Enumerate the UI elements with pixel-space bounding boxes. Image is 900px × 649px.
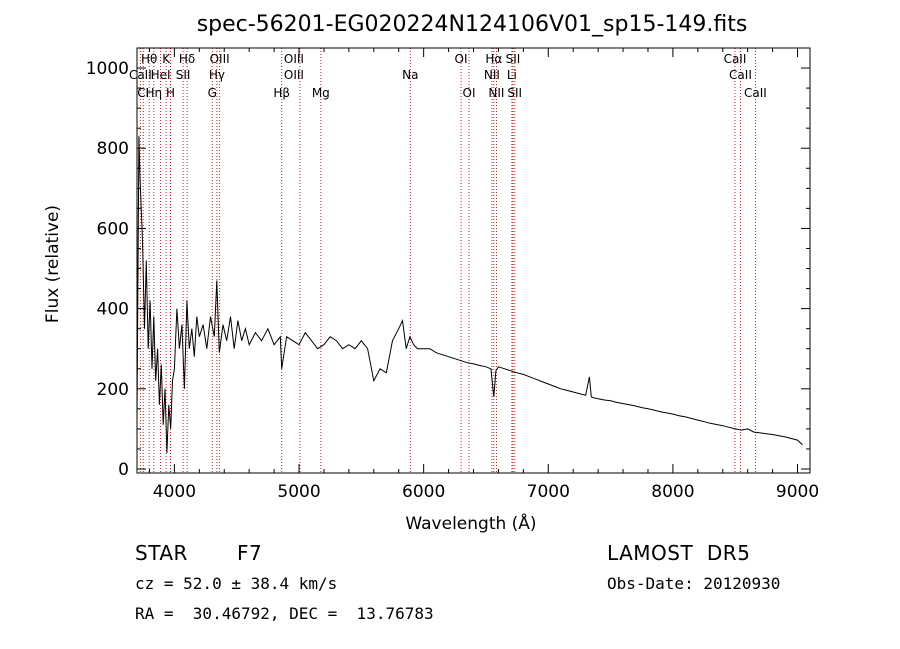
x-tick-label-3: 7000 bbox=[527, 482, 570, 502]
line-label-4: OIII bbox=[284, 52, 304, 66]
line-label-20: H bbox=[166, 86, 175, 100]
line-label-21: G bbox=[208, 86, 217, 100]
line-label-26: SII bbox=[507, 86, 522, 100]
line-label-23: Mg bbox=[312, 86, 330, 100]
line-label-3: OIII bbox=[210, 52, 230, 66]
line-label-16: Li bbox=[507, 68, 517, 82]
line-label-0: Hθ bbox=[141, 52, 157, 66]
line-label-19: Hη bbox=[146, 86, 163, 100]
chart-title: spec-56201-EG020224N124106V01_sp15-149.f… bbox=[197, 12, 748, 37]
line-label-22: Hβ bbox=[273, 86, 290, 100]
line-label-6: Hα bbox=[485, 52, 502, 66]
x-tick-label-5: 9000 bbox=[776, 482, 819, 502]
line-label-24: OI bbox=[463, 86, 476, 100]
line-label-5: OI bbox=[455, 52, 468, 66]
line-label-7: SII bbox=[506, 52, 521, 66]
line-label-17: CaII bbox=[729, 68, 752, 82]
line-label-14: Na bbox=[402, 68, 418, 82]
y-tick-label-3: 600 bbox=[97, 219, 129, 239]
line-label-13: OIII bbox=[284, 68, 304, 82]
plot-frame bbox=[136, 47, 811, 474]
y-axis: 0 200 400 600 800 1000 bbox=[86, 59, 810, 480]
object-class: STAR bbox=[135, 541, 188, 565]
observation-date: Obs-Date: 20120930 bbox=[607, 574, 781, 593]
line-label-2: Hδ bbox=[179, 52, 195, 66]
y-tick-label-4: 800 bbox=[97, 139, 129, 159]
spectral-line-markers bbox=[139, 48, 756, 473]
line-label-25: NII bbox=[488, 86, 504, 100]
x-tick-label-0: 4000 bbox=[153, 482, 196, 502]
line-label-9: CaII bbox=[129, 68, 152, 82]
y-axis-label: Flux (relative) bbox=[43, 205, 63, 323]
x-axis: 4000 5000 6000 7000 8000 9000 bbox=[148, 48, 819, 502]
line-label-1: K bbox=[162, 52, 171, 66]
line-label-8: CaII bbox=[724, 52, 747, 66]
x-tick-label-2: 6000 bbox=[402, 482, 445, 502]
spectrum-line bbox=[136, 136, 803, 454]
redshift-velocity: cz = 52.0 ± 38.4 km/s bbox=[135, 574, 338, 593]
line-label-12: Hγ bbox=[209, 68, 225, 82]
x-tick-label-4: 8000 bbox=[651, 482, 694, 502]
line-label-15: NII bbox=[484, 68, 500, 82]
line-label-11: SII bbox=[176, 68, 191, 82]
spectral-subclass: F7 bbox=[237, 541, 263, 565]
x-tick-label-1: 5000 bbox=[277, 482, 320, 502]
y-tick-label-0: 0 bbox=[118, 460, 129, 480]
x-axis-label: Wavelength (Å) bbox=[405, 512, 536, 534]
line-label-18: CI bbox=[137, 86, 149, 100]
survey-name: LAMOST DR5 bbox=[607, 541, 751, 565]
y-tick-label-5: 1000 bbox=[86, 59, 129, 79]
y-tick-label-2: 400 bbox=[97, 300, 129, 320]
y-tick-label-1: 200 bbox=[97, 380, 129, 400]
line-label-27: CaII bbox=[744, 86, 767, 100]
coordinates: RA = 30.46792, DEC = 13.76783 bbox=[135, 604, 434, 623]
line-label-10: HeI bbox=[151, 68, 171, 82]
